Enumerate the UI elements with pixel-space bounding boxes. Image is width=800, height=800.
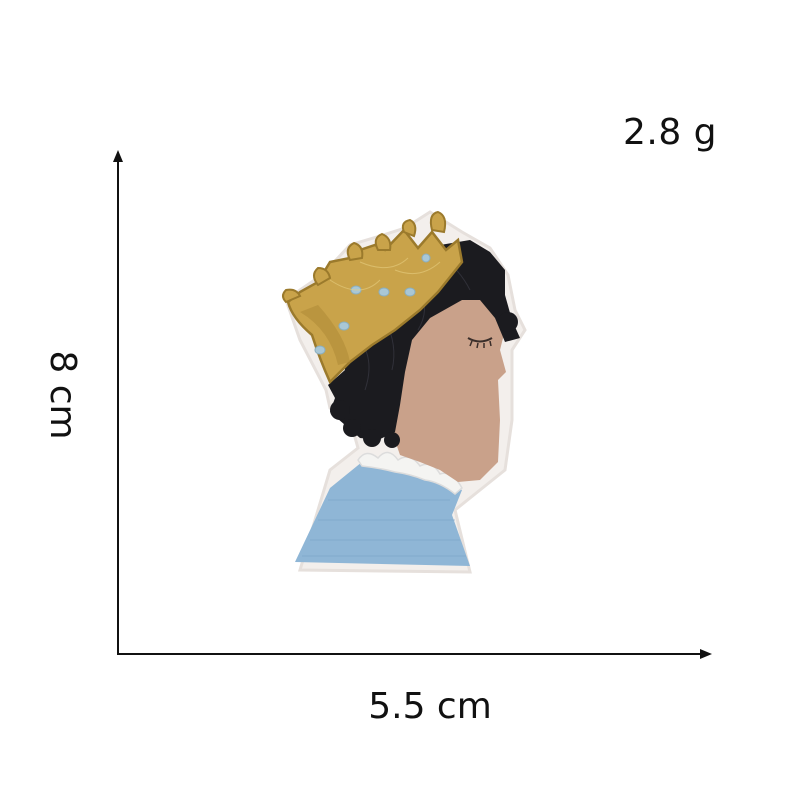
height-dimension-label: 8 cm	[40, 335, 84, 455]
weight-label: 2.8 g	[600, 112, 740, 153]
width-dimension-label: 5.5 cm	[330, 686, 530, 727]
